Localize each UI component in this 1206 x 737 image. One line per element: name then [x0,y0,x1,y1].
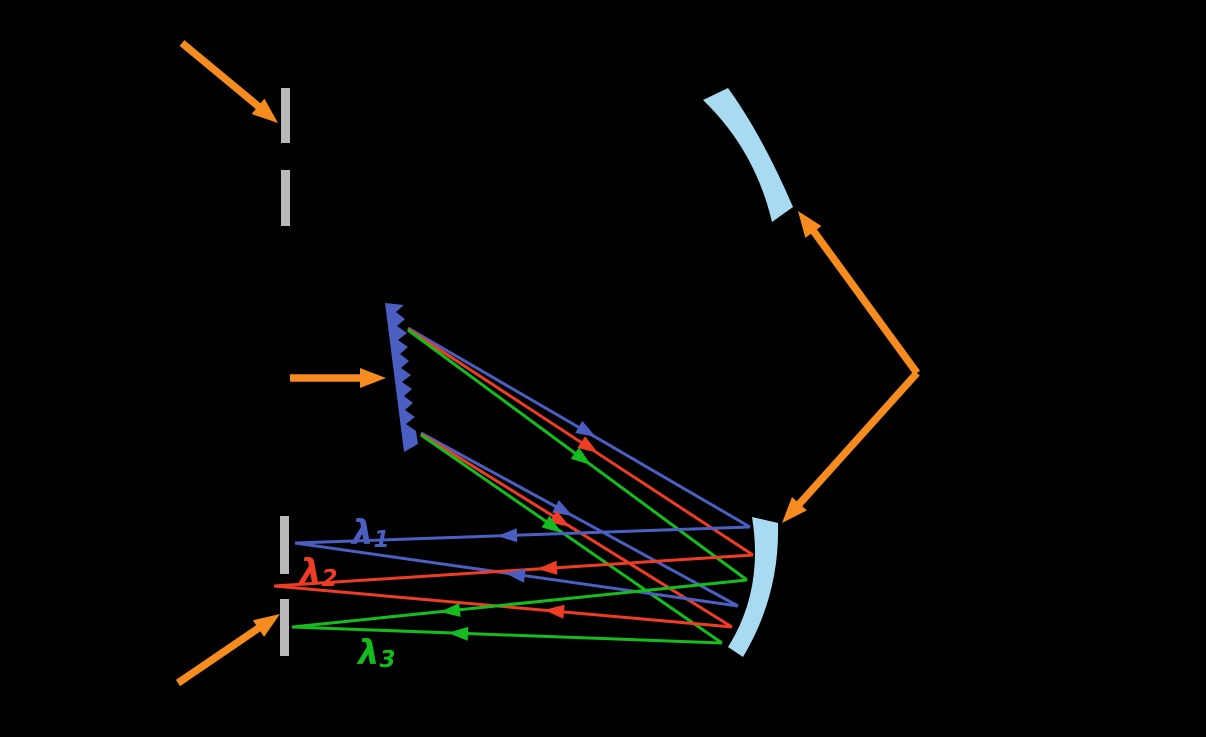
arrowhead-icon [252,614,280,637]
ray-incident-lower-lambda3 [420,433,723,645]
ray-arrowhead-icon [541,515,562,533]
lambda2-label: λ2 [298,552,338,592]
ray-arrowhead-icon [577,436,598,453]
ray-arrowhead-icon [537,560,558,575]
incoming-light-arrow [179,40,278,123]
entrance-slit [281,88,290,226]
collimating-mirror [703,88,793,222]
diffraction-grating [385,303,418,452]
arrow-shaft [808,226,921,376]
exit-slit-pointer-arrow [175,614,280,687]
ray-incident-lower-lambda1 [420,431,739,608]
arrow-shaft [175,617,272,687]
ray-focused-lambda3-a [291,578,748,629]
ray-focused-lambda2-a [273,553,754,588]
ray-focused-lambda1-a [294,525,751,545]
grating-pointer-arrow [290,368,386,388]
arrowhead-icon [251,98,278,123]
exit-slit-bottom-blade [280,599,289,656]
ray-arrowhead-icon [497,528,518,543]
entrance-slit-top-blade [281,88,290,143]
pointer-arrows [175,40,921,687]
arrowhead-icon [782,496,807,523]
entrance-slit-bottom-blade [281,170,290,226]
arrowhead-icon [798,211,822,238]
focused-ray-bundles [273,525,754,645]
ray-arrowhead-icon [448,626,469,641]
arrowhead-icon [360,368,386,388]
ray-incident-upper-lambda2 [407,327,754,557]
incident-ray-bundles [407,326,754,645]
ray-focused-lambda3-b [291,625,723,645]
ray-arrowhead-icon [544,604,565,619]
ray-arrowhead-icon [575,420,596,437]
lambda1-label: λ1 [350,513,390,553]
ray-arrowhead-icon [440,602,461,617]
arrow-shaft [179,40,273,119]
focusing-mirror-pointer-arrow [782,370,920,523]
lambda3-label: λ3 [356,633,396,673]
ray-incident-lower-lambda2 [420,432,733,629]
arrow-shaft [790,370,920,514]
ray-arrowhead-icon [570,447,591,465]
collimating-mirror-pointer-arrow [798,211,921,376]
ray-arrowhead-icon [505,568,526,583]
exit-slit-top-blade [280,516,289,574]
exit-slit [280,516,289,656]
focusing-mirror [728,517,779,657]
